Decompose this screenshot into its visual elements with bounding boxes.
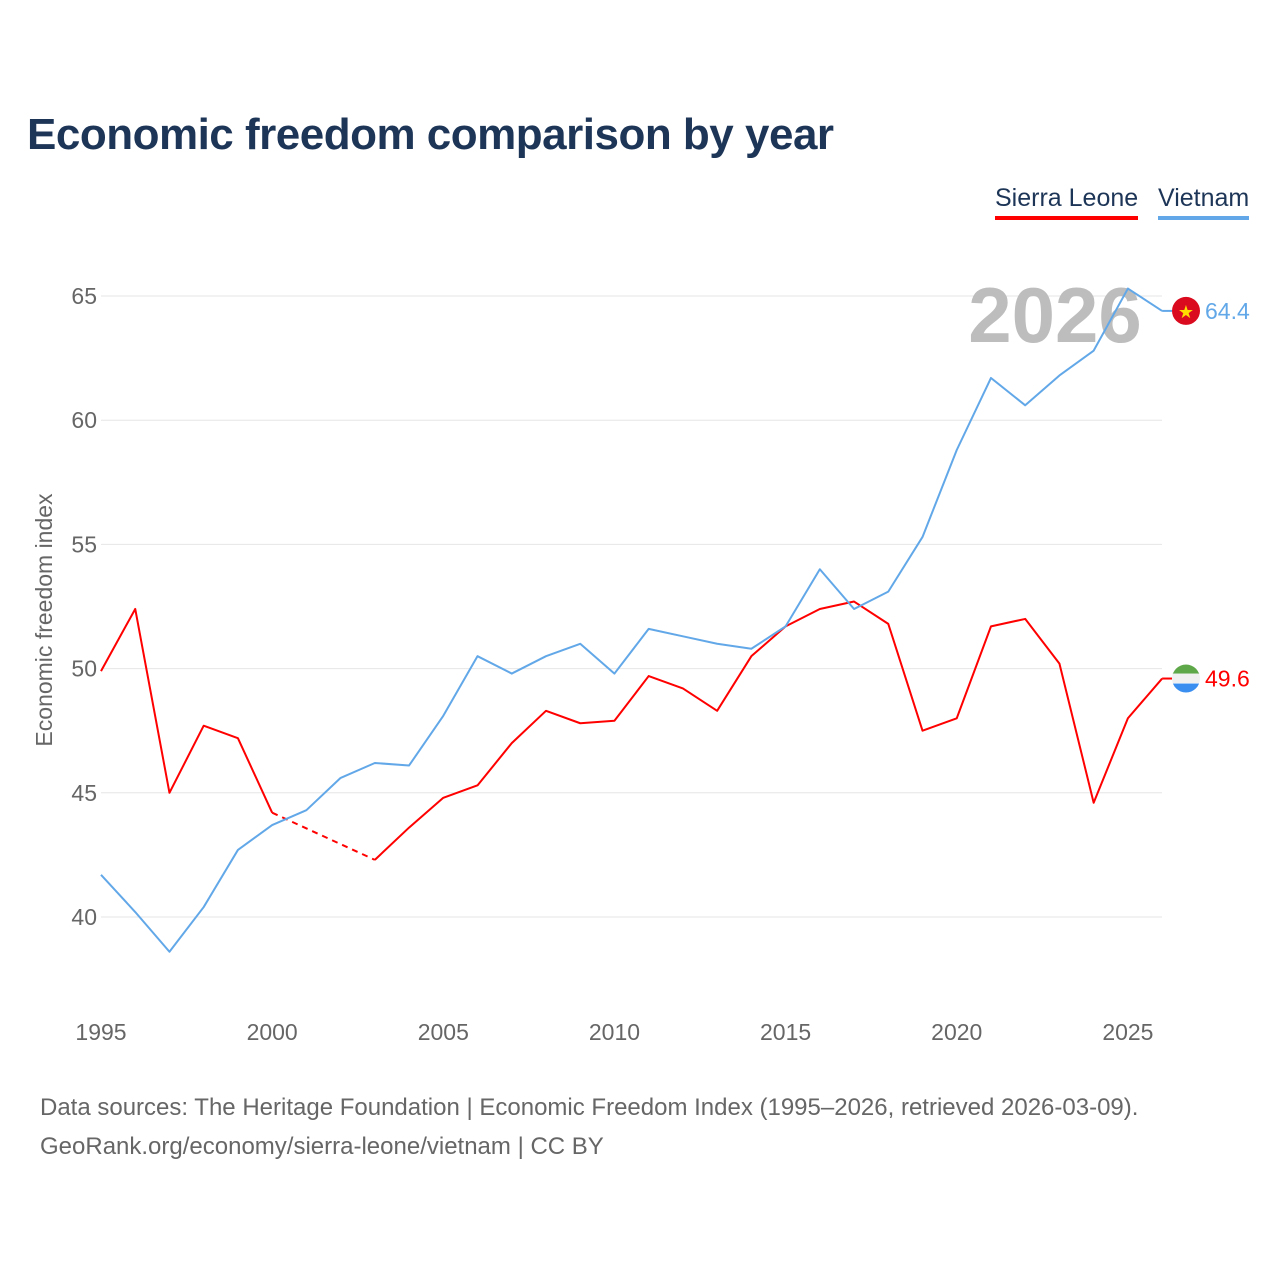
flag-star-icon: ★ [1178, 302, 1194, 322]
y-tick-label: 40 [71, 904, 97, 930]
y-tick-label: 50 [71, 656, 97, 682]
x-tick-label: 2005 [418, 1019, 469, 1045]
y-axis-label: Economic freedom index [31, 493, 57, 747]
flag-stripe [1172, 664, 1200, 675]
x-tick-label: 2000 [247, 1019, 298, 1045]
y-tick-label: 55 [71, 531, 97, 557]
vietnam-flag-icon [1172, 296, 1200, 325]
y-tick-label: 45 [71, 780, 97, 806]
y-tick-label: 60 [71, 407, 97, 433]
sierra-leone-flag-icon [1172, 664, 1200, 693]
legend-vietnam[interactable]: Vietnam [1158, 184, 1250, 220]
year-watermark: 2026 [968, 271, 1142, 359]
flag-stripe [1172, 673, 1200, 684]
x-tick-label: 1995 [75, 1019, 126, 1045]
source-line-2[interactable]: GeoRank.org/economy/sierra-leone/vietnam… [40, 1133, 604, 1160]
chart-title: Economic freedom comparison by year [27, 110, 834, 159]
end-value-label: 64.4 [1205, 298, 1250, 324]
series-line-vietnam [100, 287, 1163, 953]
source-line-1: Data sources: The Heritage Foundation | … [40, 1094, 1139, 1121]
x-tick-label: 2010 [589, 1019, 640, 1045]
source-note: Data sources: The Heritage Foundation | … [40, 1088, 1138, 1166]
series-line-sierra-leone [374, 600, 1163, 861]
x-tick-label: 2025 [1102, 1019, 1153, 1045]
end-value-label: 49.6 [1205, 666, 1250, 692]
series-line-sierra-leone [100, 607, 274, 814]
y-tick-label: 65 [71, 283, 97, 309]
legend-sierra-leone[interactable]: Sierra Leone [995, 184, 1139, 220]
x-tick-label: 2020 [931, 1019, 982, 1045]
gap-line [271, 811, 376, 861]
x-tick-label: 2015 [760, 1019, 811, 1045]
flag-stripe [1172, 683, 1200, 693]
